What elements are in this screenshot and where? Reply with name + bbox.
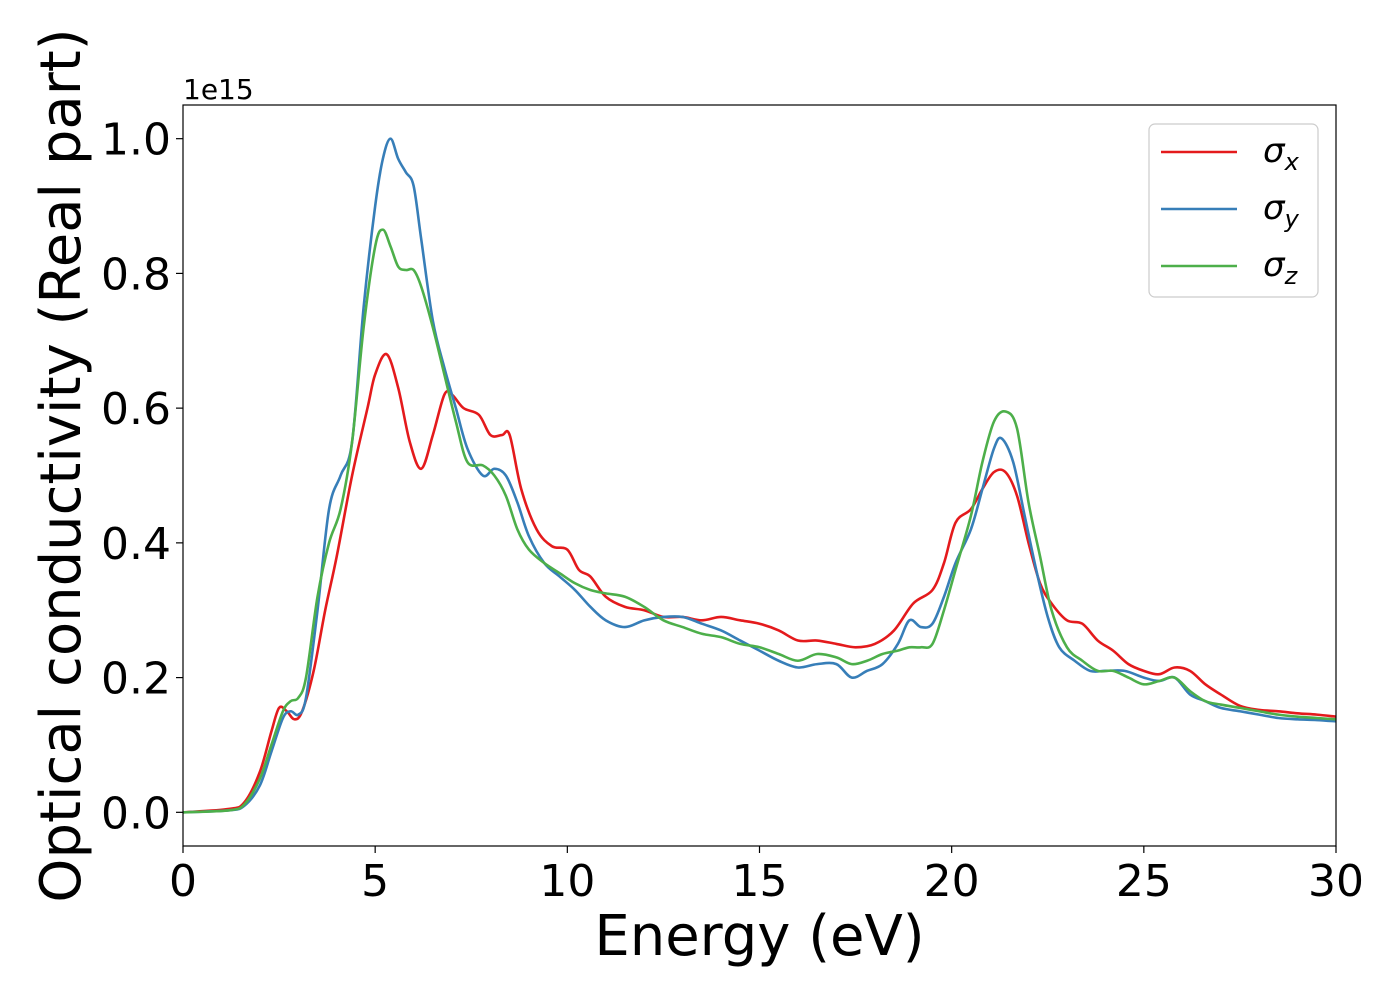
y-tick-label: 0.4 [101,519,171,570]
y-tick-label: 0.8 [101,249,171,300]
x-tick-label: 0 [169,856,197,907]
x-tick-label: 5 [361,856,389,907]
legend-box [1148,123,1319,298]
y-offset-label: 1e15 [183,73,254,106]
series-line-x [183,352,1336,814]
legend: σx σy σz [1148,123,1319,298]
x-axis: 0 5 10 15 20 25 30 [169,846,1364,907]
y-tick-label: 1.0 [101,115,171,166]
y-tick-label: 0.2 [101,654,171,705]
series-line-z [183,228,1336,814]
y-tick-label: 0.0 [101,788,171,839]
x-tick-label: 30 [1308,856,1364,907]
x-tick-label: 15 [732,856,788,907]
series-layer [183,137,1336,814]
legend-label-z: σz [1263,245,1299,290]
x-axis-title: Energy (eV) [594,904,924,969]
y-tick-label: 0.6 [101,384,171,435]
x-tick-label: 25 [1116,856,1172,907]
x-tick-label: 20 [924,856,980,907]
y-axis-title: Optical conductivity (Real part) [29,28,94,902]
legend-label-x: σx [1263,131,1300,176]
legend-label-y: σy [1263,188,1300,233]
x-tick-label: 10 [539,856,595,907]
y-axis: 0.0 0.2 0.4 0.6 0.8 1.0 [101,115,183,839]
